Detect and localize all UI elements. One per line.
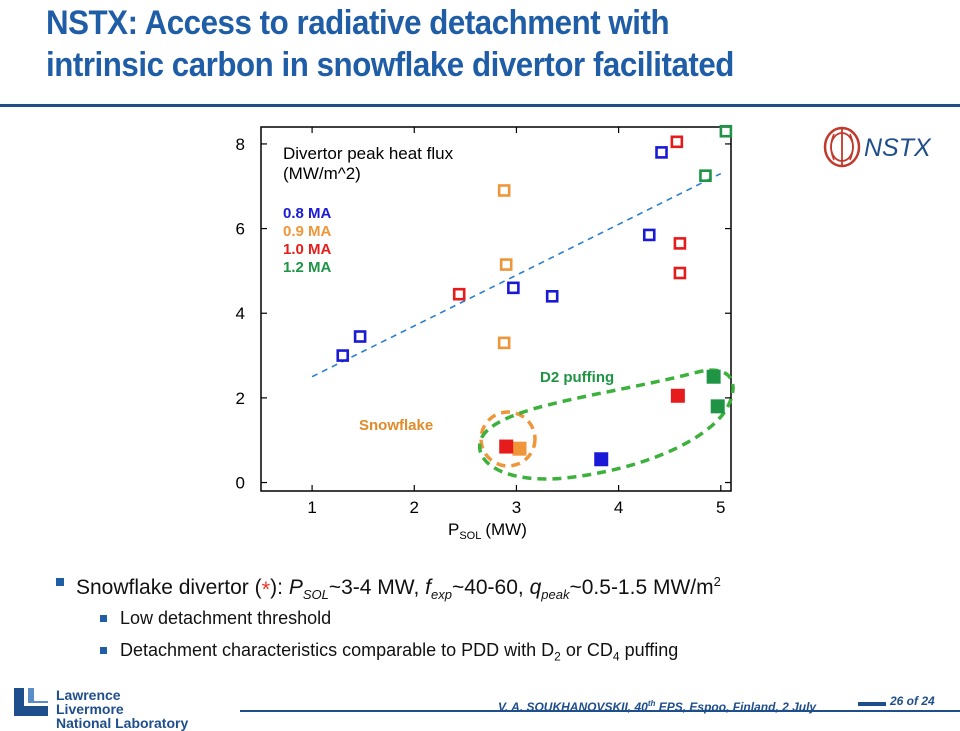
data-point-filled bbox=[706, 369, 721, 384]
data-point-open bbox=[670, 135, 684, 149]
slide-title-line2: intrinsic carbon in snowflake divertor f… bbox=[46, 46, 734, 84]
y-tick-label: 2 bbox=[236, 389, 245, 408]
llnl-logo-mark-icon bbox=[14, 688, 48, 716]
data-point-open bbox=[497, 336, 511, 350]
llnl-logo-text: Lawrence Livermore National Laboratory bbox=[56, 687, 189, 731]
data-point-open bbox=[452, 287, 466, 301]
snowflake-region-outline bbox=[479, 410, 537, 468]
data-point-open bbox=[699, 169, 712, 182]
bullet-square-icon bbox=[100, 647, 107, 654]
data-point-filled bbox=[670, 388, 685, 403]
x-axis-label: PSOL (MW) bbox=[448, 520, 527, 542]
data-point-filled bbox=[710, 399, 725, 414]
y-axis: 0 2 4 6 8 bbox=[236, 135, 731, 493]
data-points bbox=[336, 124, 733, 467]
data-point-filled bbox=[594, 452, 609, 467]
x-tick-label: 5 bbox=[716, 498, 725, 517]
legend-entry-0-8ma: 0.8 MA bbox=[283, 205, 332, 222]
data-point-open bbox=[642, 228, 656, 242]
x-tick-label: 4 bbox=[614, 498, 623, 517]
bullet-list: Snowflake divertor (*): PSOL~3-4 MW, fex… bbox=[50, 562, 950, 666]
snowflake-annotation: Snowflake bbox=[359, 417, 433, 434]
legend-title-line2: (MW/m^2) bbox=[283, 164, 361, 183]
data-point-filled bbox=[499, 439, 514, 454]
data-point-open bbox=[719, 124, 733, 138]
y-tick-label: 6 bbox=[236, 220, 245, 239]
x-axis: 1 2 3 4 5 bbox=[307, 127, 726, 517]
bullet-detachment-comparison: Detachment characteristics comparable to… bbox=[50, 634, 950, 666]
footer-divider bbox=[240, 710, 960, 712]
x-tick-label: 1 bbox=[307, 498, 316, 517]
data-point-open bbox=[336, 349, 350, 362]
nstx-logo-outer-ring bbox=[823, 126, 861, 168]
trend-line bbox=[311, 172, 722, 378]
d2-puffing-region-outline bbox=[478, 368, 735, 481]
bullet-low-threshold: Low detachment threshold bbox=[50, 602, 950, 634]
bullet-snowflake-params: Snowflake divertor (*): PSOL~3-4 MW, fex… bbox=[50, 562, 950, 602]
y-tick-label: 4 bbox=[236, 304, 245, 323]
slide-title-line1: NSTX: Access to radiative detachment wit… bbox=[46, 4, 670, 42]
y-tick-label: 0 bbox=[236, 474, 245, 493]
d2-puffing-annotation: D2 puffing bbox=[540, 369, 614, 386]
legend-entry-0-9ma: 0.9 MA bbox=[283, 223, 332, 240]
slide-title: NSTX: Access to radiative detachment wit… bbox=[46, 2, 874, 86]
title-divider bbox=[0, 104, 960, 107]
data-point-open bbox=[353, 330, 367, 343]
footer-accent-bar bbox=[858, 702, 886, 706]
data-point-open bbox=[499, 258, 513, 271]
data-point-open bbox=[673, 237, 687, 250]
data-point-open bbox=[497, 184, 511, 197]
heat-flux-chart: 1 2 3 4 5 0 2 4 6 8 Divertor peak heat flux (MW/… bbox=[236, 124, 735, 542]
legend-entry-1-0ma: 1.0 MA bbox=[283, 241, 332, 258]
legend-title-line1: Divertor peak heat flux bbox=[283, 144, 454, 163]
page-number: 26 of 24 bbox=[890, 694, 935, 708]
y-tick-label: 8 bbox=[236, 135, 245, 154]
bullet-square-icon bbox=[56, 578, 64, 586]
data-point-open bbox=[655, 146, 668, 159]
red-star-icon: * bbox=[261, 577, 271, 602]
nstx-logo-text: NSTX bbox=[864, 134, 932, 162]
plot-frame bbox=[260, 126, 732, 492]
x-tick-label: 2 bbox=[410, 498, 419, 517]
bullet-square-icon bbox=[100, 615, 107, 622]
data-point-filled bbox=[512, 441, 527, 456]
data-point-open bbox=[507, 281, 520, 295]
data-point-open bbox=[545, 290, 559, 303]
nstx-logo: NSTX bbox=[823, 126, 932, 168]
legend-entry-1-2ma: 1.2 MA bbox=[283, 259, 332, 276]
x-tick-label: 3 bbox=[512, 498, 521, 517]
llnl-logo: Lawrence Livermore National Laboratory bbox=[12, 686, 192, 730]
data-point-open bbox=[673, 266, 687, 280]
